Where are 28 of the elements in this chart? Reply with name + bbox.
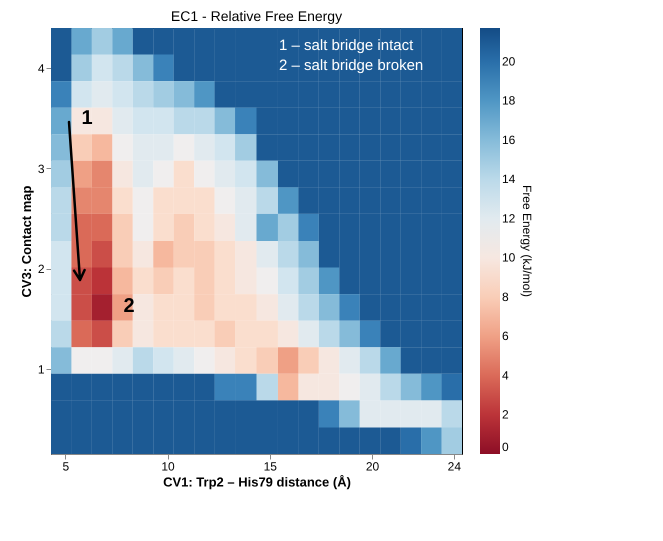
color-bar-label: 4 [502, 368, 509, 382]
color-bar-label: 14 [502, 172, 516, 186]
color-bar-label: 6 [502, 329, 509, 344]
y-tick-label: 2 [38, 262, 45, 276]
annotation: 2 [123, 295, 135, 317]
color-bar-title: Free Energy (kJ/mol) [520, 184, 534, 298]
y-tick-label: 1 [38, 362, 45, 376]
annotation: 1 – salt bridge intact [279, 37, 414, 54]
color-bar-label: 10 [502, 250, 516, 265]
x-axis-title: CV1: Trp2 – His79 distance (Å) [163, 474, 351, 490]
x-tick-label: 10 [161, 460, 176, 474]
color-bar-label: 12 [502, 211, 516, 226]
y-tick-label: 3 [38, 162, 45, 176]
annotation: 1 [81, 107, 93, 129]
color-bar-label: 2 [502, 408, 509, 422]
x-tick-label: 20 [366, 460, 380, 474]
annotation: 2 – salt bridge broken [279, 57, 424, 74]
color-bar-label: 16 [502, 132, 516, 147]
color-bar-label: 20 [502, 54, 516, 68]
color-bar-label: 0 [502, 440, 509, 454]
color-bar-label: 18 [502, 94, 516, 108]
x-tick-label: 5 [62, 460, 70, 474]
x-tick-label: 24 [448, 460, 462, 474]
x-tick-label: 15 [264, 460, 278, 474]
y-tick-label: 4 [38, 62, 45, 76]
y-axis-title: CV3: Contact map [18, 185, 34, 298]
chart-title: EC1 - Relative Free Energy [170, 8, 342, 24]
color-bar-label: 8 [502, 290, 509, 304]
